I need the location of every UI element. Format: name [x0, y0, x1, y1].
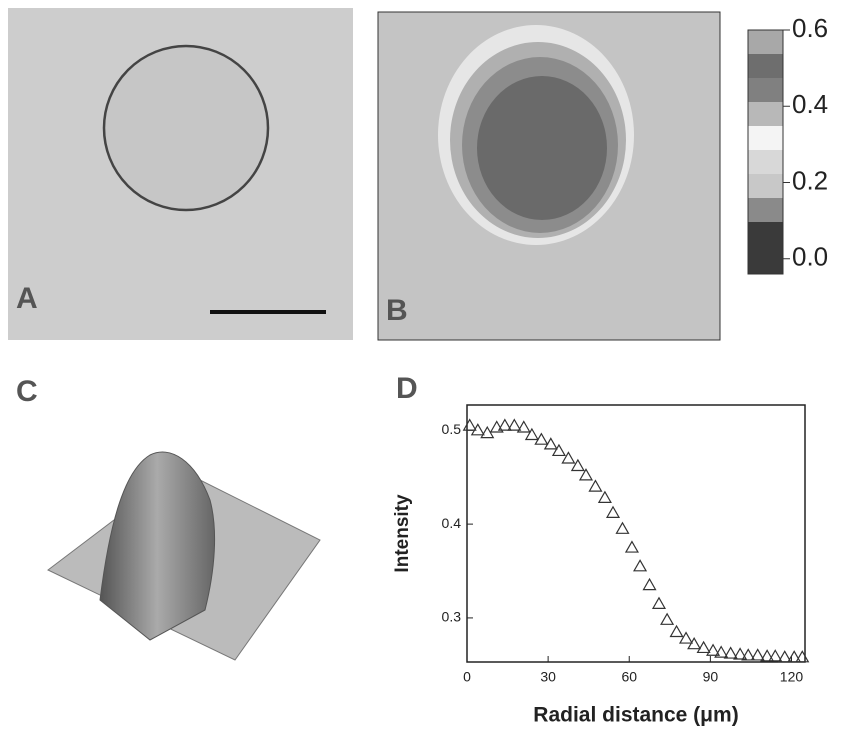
data-point: [516, 420, 531, 433]
data-point: [706, 643, 721, 656]
y-tick-label: 0.3: [442, 609, 462, 625]
data-point: [787, 650, 802, 663]
x-axis-label: Radial distance (μm): [533, 704, 738, 727]
data-point: [624, 540, 639, 553]
x-tick-label: 30: [540, 669, 556, 685]
data-point: [534, 432, 549, 445]
data-point: [723, 646, 738, 659]
y-tick-label: 0.4: [442, 515, 462, 531]
x-tick-label: 0: [463, 669, 471, 685]
data-point: [605, 505, 621, 518]
contour-level: [477, 76, 607, 220]
y-tick-label: 0.5: [442, 421, 462, 437]
data-point: [669, 624, 684, 638]
data-point: [696, 640, 711, 654]
x-tick-label: 60: [621, 669, 637, 685]
data-point: [570, 458, 585, 472]
data-point: [462, 418, 477, 431]
plot-frame: [466, 404, 806, 663]
data-point: [768, 649, 783, 662]
droplet: [102, 44, 270, 212]
panel-label: B: [386, 294, 408, 327]
data-point: [678, 631, 694, 644]
data-point: [507, 418, 522, 431]
colorbar-tick-label: 0.0: [792, 242, 828, 272]
data-point: [642, 577, 657, 591]
data-point: [615, 521, 630, 534]
panel-label: C: [16, 375, 38, 408]
x-tick-label: 120: [780, 669, 804, 685]
colorbar-tick-label: 0.2: [792, 165, 828, 195]
data-point: [714, 645, 729, 658]
data-point: [795, 650, 810, 663]
data-point: [524, 427, 539, 441]
data-point: [750, 648, 765, 661]
x-tick-label: 90: [703, 669, 719, 685]
data-point: [497, 418, 512, 431]
colorbar: [747, 29, 784, 275]
data-point: [777, 650, 792, 663]
y-axis-label: Intensity: [392, 494, 413, 573]
colorbar-tick-label: 0.6: [792, 13, 828, 43]
panel-label: D: [396, 372, 418, 405]
data-point: [543, 437, 558, 450]
data-point: [588, 479, 603, 492]
data-point: [578, 468, 594, 481]
data-point: [733, 647, 748, 660]
data-point: [633, 559, 648, 572]
data-point: [651, 596, 667, 609]
data-point: [561, 451, 576, 464]
data-point: [741, 648, 756, 661]
data-point: [597, 490, 612, 503]
surface-peak: [99, 451, 216, 641]
data-point: [760, 649, 775, 662]
data-point: [489, 420, 504, 433]
colorbar-tick-label: 0.4: [792, 89, 828, 119]
panel-label: A: [16, 282, 38, 315]
data-point: [551, 443, 566, 457]
data-point: [687, 636, 702, 650]
data-point: [660, 612, 675, 625]
data-point: [470, 423, 485, 436]
